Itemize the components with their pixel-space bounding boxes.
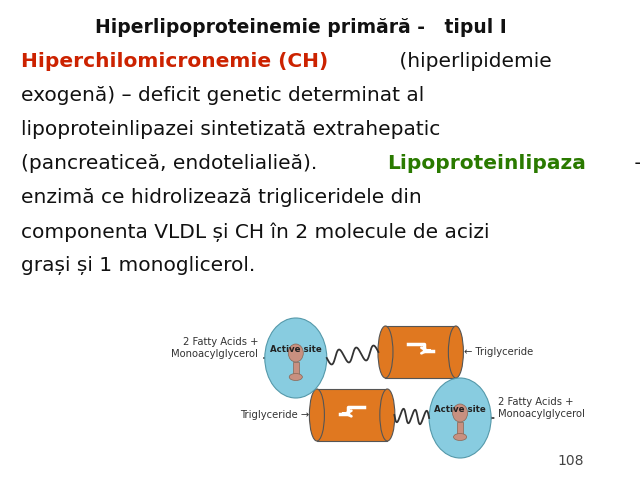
Text: 2 Fatty Acids +
Monoacylglycerol: 2 Fatty Acids + Monoacylglycerol [172,337,258,359]
Ellipse shape [429,378,491,458]
Ellipse shape [454,433,467,441]
Text: (pancreaticeă, endotelialieă).: (pancreaticeă, endotelialieă). [20,154,323,173]
Text: exogenă) – deficit genetic determinat al: exogenă) – deficit genetic determinat al [20,86,424,105]
Ellipse shape [380,389,395,441]
Text: grași și 1 monoglicerol.: grași și 1 monoglicerol. [20,256,255,275]
Text: Lipoproteinlipaza: Lipoproteinlipaza [387,154,586,173]
Text: componenta VLDL și CH în 2 molecule de acizi: componenta VLDL și CH în 2 molecule de a… [20,222,489,241]
FancyBboxPatch shape [385,326,456,378]
Ellipse shape [309,389,324,441]
Ellipse shape [288,344,303,362]
Text: lipoproteinlipazei sintetizată extrahepatic: lipoproteinlipazei sintetizată extrahepa… [20,120,440,139]
Text: Triglyceride →: Triglyceride → [239,410,309,420]
FancyBboxPatch shape [293,362,299,376]
Ellipse shape [378,326,393,378]
Text: (hiperlipidemie: (hiperlipidemie [393,52,552,71]
Text: enzimă ce hidrolizează trigliceridele din: enzimă ce hidrolizează trigliceridele di… [20,188,421,207]
FancyBboxPatch shape [317,389,387,441]
FancyBboxPatch shape [458,422,463,436]
Ellipse shape [449,326,463,378]
Text: Active site: Active site [270,346,322,355]
Text: Hiperchilomicronemie (CH): Hiperchilomicronemie (CH) [20,52,328,71]
Text: Hiperlipoproteinemie primără -   tipul I: Hiperlipoproteinemie primără - tipul I [95,18,506,37]
Text: 108: 108 [557,454,584,468]
Text: –: – [628,154,640,173]
Ellipse shape [452,404,468,422]
Text: Active site: Active site [434,406,486,415]
Text: 2 Fatty Acids +
Monoacylglycerol: 2 Fatty Acids + Monoacylglycerol [498,397,584,419]
Text: ← Triglyceride: ← Triglyceride [464,347,533,357]
Ellipse shape [265,318,327,398]
Ellipse shape [289,373,302,381]
